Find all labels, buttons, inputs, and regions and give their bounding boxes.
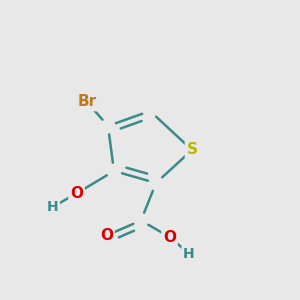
Text: Br: Br bbox=[77, 94, 97, 110]
Text: H: H bbox=[183, 247, 195, 260]
Text: O: O bbox=[70, 186, 83, 201]
Text: S: S bbox=[187, 142, 197, 158]
Text: O: O bbox=[163, 230, 176, 244]
Text: O: O bbox=[100, 228, 113, 243]
Text: H: H bbox=[47, 200, 58, 214]
